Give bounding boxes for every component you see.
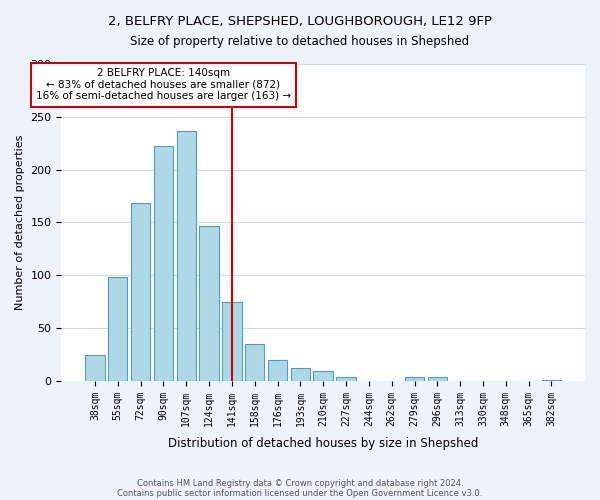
Bar [85, 354, 104, 381]
Bar [199, 226, 219, 381]
Text: 2 BELFRY PLACE: 140sqm
← 83% of detached houses are smaller (872)
16% of semi-de: 2 BELFRY PLACE: 140sqm ← 83% of detached… [36, 68, 291, 102]
Text: Contains public sector information licensed under the Open Government Licence v3: Contains public sector information licen… [118, 488, 482, 498]
Bar [405, 376, 424, 381]
Text: Contains HM Land Registry data © Crown copyright and database right 2024.: Contains HM Land Registry data © Crown c… [137, 478, 463, 488]
Y-axis label: Number of detached properties: Number of detached properties [15, 135, 25, 310]
Bar [337, 376, 356, 381]
Bar [108, 278, 127, 381]
Bar [313, 372, 333, 381]
X-axis label: Distribution of detached houses by size in Shepshed: Distribution of detached houses by size … [168, 437, 478, 450]
Bar [428, 376, 447, 381]
Text: 2, BELFRY PLACE, SHEPSHED, LOUGHBOROUGH, LE12 9FP: 2, BELFRY PLACE, SHEPSHED, LOUGHBOROUGH,… [108, 15, 492, 28]
Bar [542, 380, 561, 381]
Bar [222, 302, 242, 381]
Bar [154, 146, 173, 381]
Bar [268, 360, 287, 381]
Bar [245, 344, 265, 381]
Text: Size of property relative to detached houses in Shepshed: Size of property relative to detached ho… [130, 35, 470, 48]
Bar [131, 204, 150, 381]
Bar [290, 368, 310, 381]
Bar [176, 130, 196, 381]
